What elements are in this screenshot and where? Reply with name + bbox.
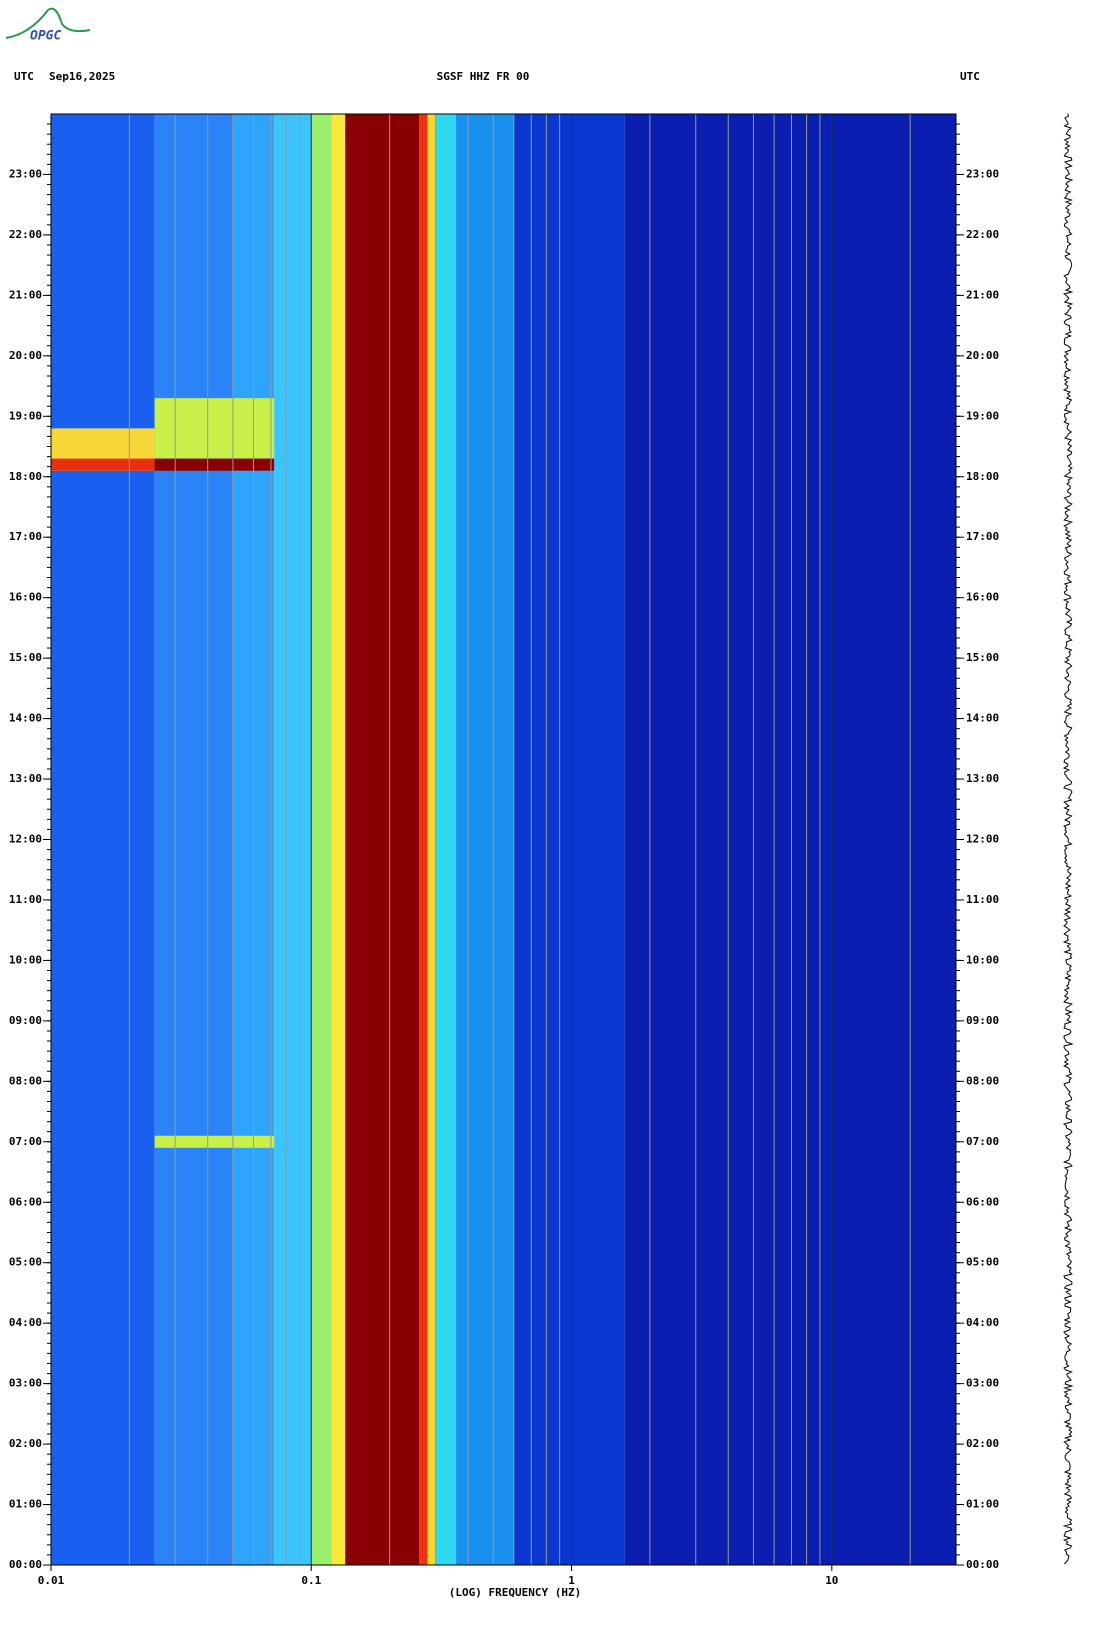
spectral-band	[513, 114, 625, 1565]
spectral-band	[435, 114, 457, 1565]
spectral-event	[154, 398, 275, 459]
timezone-right: UTC	[960, 70, 980, 83]
logo: OPGC	[30, 29, 61, 44]
y-tick-label: 01:00	[9, 1498, 42, 1511]
spectral-event	[154, 458, 275, 471]
y-tick-label-right: 19:00	[966, 409, 999, 422]
y-tick-label-right: 04:00	[966, 1316, 999, 1329]
spectral-band	[274, 114, 312, 1565]
y-tick-label-right: 23:00	[966, 167, 999, 180]
y-tick-label: 20:00	[9, 349, 42, 362]
date: Sep16,2025	[49, 70, 115, 83]
spectral-band	[154, 114, 233, 1565]
spectral-event	[154, 1135, 275, 1148]
spectral-band	[624, 114, 956, 1565]
y-tick-label-right: 02:00	[966, 1437, 999, 1450]
chart-title: SGSF HHZ FR 00	[437, 70, 530, 83]
y-tick-label-right: 06:00	[966, 1195, 999, 1208]
seismic-trace	[1062, 113, 1074, 1565]
y-tick-label-right: 11:00	[966, 893, 999, 906]
spectral-band	[311, 114, 332, 1565]
x-axis-label: (LOG) FREQUENCY (HZ)	[449, 1586, 581, 1599]
spectral-event	[51, 458, 155, 471]
y-tick-label: 13:00	[9, 772, 42, 785]
logo-mark	[5, 7, 91, 39]
y-tick-label-right: 12:00	[966, 833, 999, 846]
y-tick-label: 05:00	[9, 1256, 42, 1269]
y-tick-label: 16:00	[9, 591, 42, 604]
y-tick-label: 21:00	[9, 288, 42, 301]
y-tick-label-right: 14:00	[966, 712, 999, 725]
y-tick-label: 00:00	[9, 1558, 42, 1571]
y-tick-label-right: 05:00	[966, 1256, 999, 1269]
y-tick-label: 12:00	[9, 833, 42, 846]
y-tick-label-right: 16:00	[966, 591, 999, 604]
x-tick-label: 0.1	[301, 1574, 321, 1587]
y-tick-label-right: 20:00	[966, 349, 999, 362]
y-tick-label: 23:00	[9, 167, 42, 180]
y-tick-label-right: 17:00	[966, 530, 999, 543]
x-tick-label: 1	[568, 1574, 575, 1587]
y-tick-label: 10:00	[9, 953, 42, 966]
spectral-band	[456, 114, 514, 1565]
y-tick-label: 04:00	[9, 1316, 42, 1329]
spectral-band	[345, 114, 420, 1565]
x-tick-label: 0.01	[38, 1574, 65, 1587]
y-tick-label: 14:00	[9, 712, 42, 725]
timezone-left: UTC	[14, 70, 34, 83]
y-tick-label: 08:00	[9, 1074, 42, 1087]
y-tick-label-right: 21:00	[966, 288, 999, 301]
y-tick-label-right: 22:00	[966, 228, 999, 241]
y-tick-label-right: 00:00	[966, 1558, 999, 1571]
y-tick-label-right: 07:00	[966, 1135, 999, 1148]
y-tick-label-right: 15:00	[966, 651, 999, 664]
y-tick-label-right: 18:00	[966, 470, 999, 483]
y-tick-label: 02:00	[9, 1437, 42, 1450]
y-tick-label: 03:00	[9, 1377, 42, 1390]
y-tick-label: 06:00	[9, 1195, 42, 1208]
y-tick-label: 17:00	[9, 530, 42, 543]
spectral-band	[51, 114, 155, 1565]
y-tick-label: 07:00	[9, 1135, 42, 1148]
y-tick-label-right: 10:00	[966, 953, 999, 966]
y-tick-label-right: 01:00	[966, 1498, 999, 1511]
y-tick-label-right: 09:00	[966, 1014, 999, 1027]
y-tick-label: 11:00	[9, 893, 42, 906]
y-tick-label: 22:00	[9, 228, 42, 241]
spectral-band	[419, 114, 428, 1565]
spectral-band	[427, 114, 436, 1565]
y-tick-label: 15:00	[9, 651, 42, 664]
y-tick-label-right: 03:00	[966, 1377, 999, 1390]
y-tick-label: 09:00	[9, 1014, 42, 1027]
spectral-band	[331, 114, 346, 1565]
x-tick-label: 10	[825, 1574, 838, 1587]
y-tick-label-right: 13:00	[966, 772, 999, 785]
y-tick-label-right: 08:00	[966, 1074, 999, 1087]
plot-frame	[50, 113, 957, 1566]
y-tick-label: 19:00	[9, 409, 42, 422]
y-tick-label: 18:00	[9, 470, 42, 483]
